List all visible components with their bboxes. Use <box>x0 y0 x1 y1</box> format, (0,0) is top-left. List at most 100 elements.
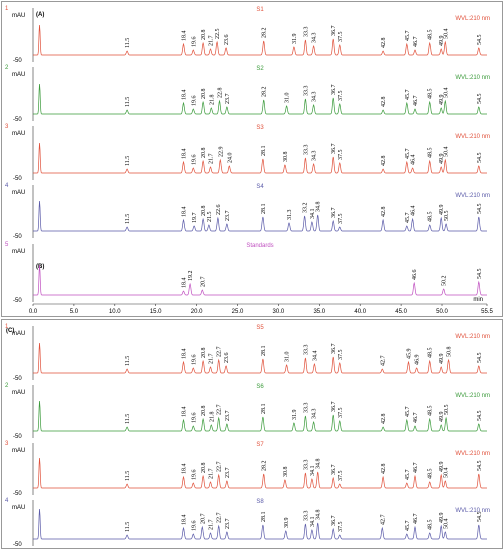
peak-label: 20.7 <box>200 277 206 288</box>
peak-label: 48.5 <box>428 520 434 531</box>
peak-label: 11.5 <box>125 356 131 366</box>
peak-label: 33.3 <box>303 27 309 38</box>
chromatogram-trace <box>33 83 487 115</box>
peak-label: 34.3 <box>312 151 318 162</box>
y-min-label: -50 <box>13 376 22 382</box>
peak-label: 30.8 <box>283 152 289 163</box>
peak-label: 54.5 <box>477 94 483 105</box>
peak-label: 18.4 <box>182 149 188 160</box>
peak-label: 54.5 <box>477 512 483 523</box>
peak-label: 46.4 <box>411 206 417 217</box>
peak-label: 22.5 <box>215 29 221 40</box>
x-tick-label: 35.0 <box>313 309 325 315</box>
peak-label: 46.4 <box>411 155 417 166</box>
peak-label: 18.4 <box>182 407 188 418</box>
peak-label: 19.6 <box>191 155 197 166</box>
x-tick-label: 50.0 <box>436 309 448 315</box>
trace-name: S8 <box>256 499 264 505</box>
peak-label: 46.7 <box>413 514 419 525</box>
peak-label: 54.5 <box>477 411 483 422</box>
chromatogram-trace <box>33 24 487 56</box>
trace-name: S3 <box>256 125 264 131</box>
peak-label: 20.8 <box>201 206 207 217</box>
peak-label: 54.5 <box>477 269 483 280</box>
peak-label: 48.5 <box>428 30 434 41</box>
y-min-label: -50 <box>13 491 22 497</box>
unit-label: mAU <box>12 190 25 196</box>
peak-label: 54.5 <box>477 353 483 364</box>
peak-label: 20.8 <box>201 148 207 159</box>
peak-label: 49.9 <box>439 154 445 165</box>
x-tick-label: 55.5 <box>481 309 493 315</box>
peak-label: 22.7 <box>217 347 223 358</box>
peak-label: 21.7 <box>209 154 215 165</box>
peak-label: 34.1 <box>310 466 316 477</box>
panel-c-frame <box>1 319 503 549</box>
peak-label: 33.3 <box>303 145 309 156</box>
peak-label: 31.0 <box>285 352 291 363</box>
peak-label: 36.7 <box>331 516 337 527</box>
x-tick-label: 40.0 <box>354 309 366 315</box>
unit-label: mAU <box>12 505 25 511</box>
chromatogram-trace <box>33 264 487 296</box>
peak-label: 42.8 <box>381 38 387 49</box>
peak-label: 34.8 <box>316 510 322 521</box>
peak-label: 33.3 <box>303 403 309 414</box>
trace-index: 1 <box>5 324 9 330</box>
trace-index: 4 <box>5 183 9 189</box>
peak-label: 45.7 <box>405 470 411 481</box>
unit-label: mAU <box>12 72 25 78</box>
y-min-label: -50 <box>13 176 22 182</box>
peak-label: 21.7 <box>209 520 215 531</box>
peak-label: 36.7 <box>331 85 337 96</box>
peak-label: 19.6 <box>191 355 197 366</box>
peak-label: 20.8 <box>201 348 207 359</box>
peak-label: 11.5 <box>125 156 131 166</box>
trace-name: S7 <box>256 442 264 448</box>
unit-label: mAU <box>12 448 25 454</box>
peak-label: 46.7 <box>413 463 419 474</box>
peak-label: 20.7 <box>200 514 206 525</box>
peak-label: 42.8 <box>381 156 387 167</box>
unit-label: mAU <box>12 249 25 255</box>
y-min-label: -50 <box>13 117 22 123</box>
peak-label: 36.7 <box>331 208 337 219</box>
peak-label: 34.3 <box>312 33 318 44</box>
peak-label: 19.6 <box>191 413 197 424</box>
peak-label: 50.4 <box>443 468 449 479</box>
peak-label: 48.5 <box>428 348 434 359</box>
peak-label: 46.6 <box>412 270 418 281</box>
peak-label: 54.5 <box>477 461 483 472</box>
peak-label: 21.7 <box>209 469 215 480</box>
chromatogram-trace <box>33 457 487 489</box>
peak-label: 48.5 <box>428 469 434 480</box>
peak-label: 20.8 <box>201 406 207 417</box>
peak-label: 21.8 <box>209 412 215 423</box>
peak-label: 21.7 <box>209 36 215 47</box>
y-min-label: -50 <box>13 234 22 240</box>
peak-label: 19.6 <box>191 96 197 107</box>
peak-label: 54.5 <box>477 153 483 164</box>
peak-label: 20.8 <box>201 89 207 100</box>
peak-label: 33.2 <box>303 203 309 214</box>
peak-label: 33.3 <box>303 511 309 522</box>
peak-label: 28.1 <box>261 346 267 357</box>
peak-label: 49.9 <box>439 95 445 106</box>
peak-label: 37.5 <box>338 214 344 225</box>
peak-label: 28.1 <box>261 146 267 157</box>
peak-label: 50.4 <box>443 519 449 530</box>
peak-label: 30.9 <box>284 518 290 529</box>
peak-label: 18.4 <box>182 464 188 475</box>
x-unit: min <box>473 297 483 303</box>
peak-label: 18.4 <box>182 278 188 289</box>
peak-label: 34.3 <box>312 92 318 103</box>
trace-name: S6 <box>256 384 264 390</box>
peak-label: 19.2 <box>188 271 194 282</box>
peak-label: 37.5 <box>338 150 344 161</box>
peak-label: 36.7 <box>331 465 337 476</box>
trace-index: 5 <box>5 242 9 248</box>
peak-label: 11.5 <box>125 97 131 107</box>
trace-name: S4 <box>256 184 264 190</box>
panel-label: (A) <box>36 12 44 18</box>
peak-label: 18.4 <box>182 349 188 360</box>
